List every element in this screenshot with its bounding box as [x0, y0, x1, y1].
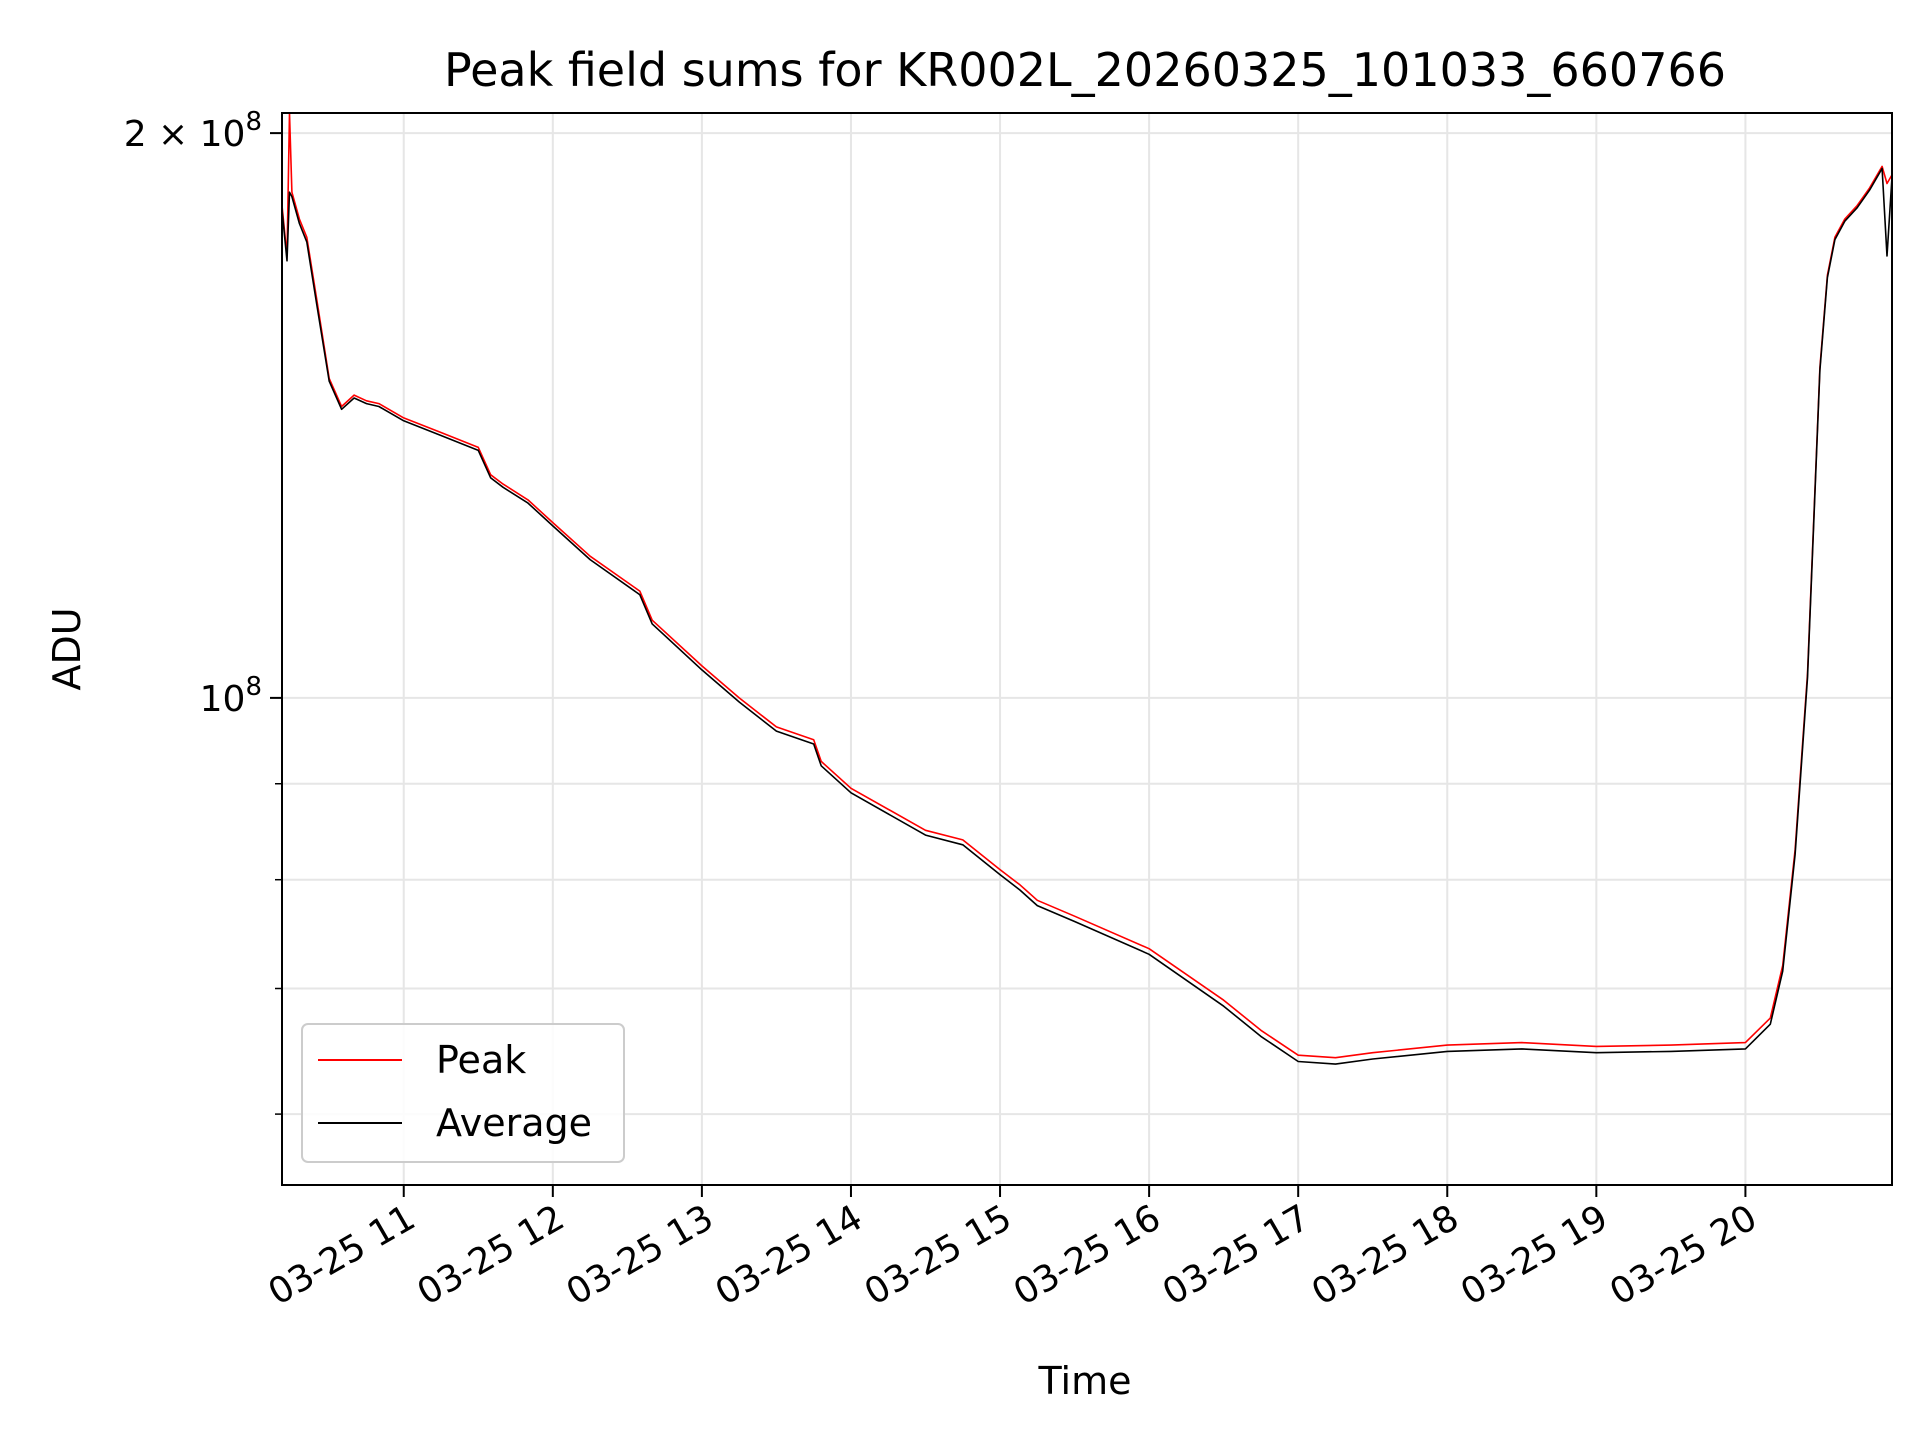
y-axis: 2 × 108 108 — [124, 107, 282, 1115]
legend-label-average: Average — [436, 1101, 592, 1145]
series-line-average — [281, 167, 1893, 1065]
legend-label-peak: Peak — [436, 1038, 526, 1082]
plot-background — [282, 113, 1892, 1185]
series-layer — [281, 112, 1893, 1065]
y-tick-label: 108 — [200, 672, 262, 720]
plot-frame — [281, 112, 1893, 1186]
y-axis-label: ADU — [45, 607, 89, 690]
chart-title: Peak field sums for KR002L_20260325_1010… — [444, 43, 1726, 97]
legend: Peak Average — [301, 1023, 625, 1163]
y-tick-label: 2 × 108 — [124, 107, 262, 155]
legend-box — [301, 1023, 625, 1163]
x-gridlines — [402, 113, 1747, 1185]
plot-area — [281, 112, 1893, 1186]
x-axis-label: Time — [1038, 1359, 1132, 1403]
